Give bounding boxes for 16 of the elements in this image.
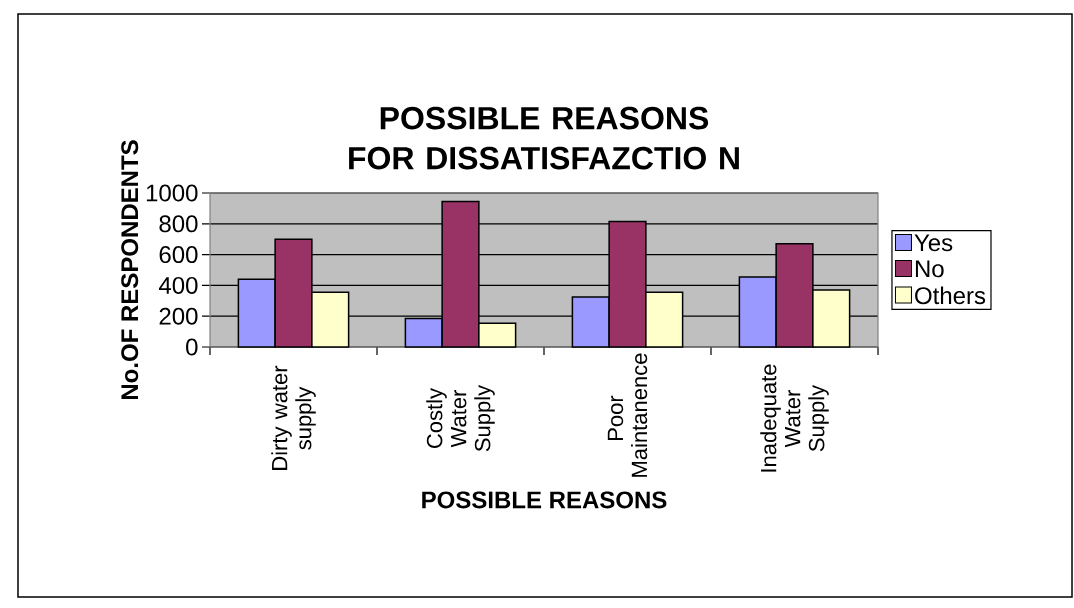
y-tick-label: 0 bbox=[186, 338, 198, 356]
legend-label: No bbox=[915, 260, 944, 278]
chart-title: POSSIBLE REASONS FOR DISSATISFAZCTIO N bbox=[349, 106, 739, 170]
y-tick-label: 1000 bbox=[146, 184, 198, 202]
legend-label: Others bbox=[915, 286, 986, 305]
y-tick-label: 400 bbox=[158, 276, 198, 294]
x-tick-label: Poor Maintanence bbox=[607, 353, 648, 477]
y-tick-label: 600 bbox=[159, 246, 198, 264]
x-tick-label: Dirty water supply bbox=[271, 365, 316, 470]
legend-label: Yes bbox=[914, 234, 953, 252]
y-tick-label: 200 bbox=[159, 307, 198, 325]
x-tick-label: Costly Water Supply bbox=[426, 384, 495, 452]
x-tick-label: Inadequate Water Supply bbox=[760, 364, 829, 472]
y-axis-title: No.OF RESPONDENTS bbox=[121, 140, 139, 400]
x-axis-title: POSSIBLE REASONS bbox=[422, 491, 667, 509]
y-tick-label: 800 bbox=[159, 215, 198, 233]
